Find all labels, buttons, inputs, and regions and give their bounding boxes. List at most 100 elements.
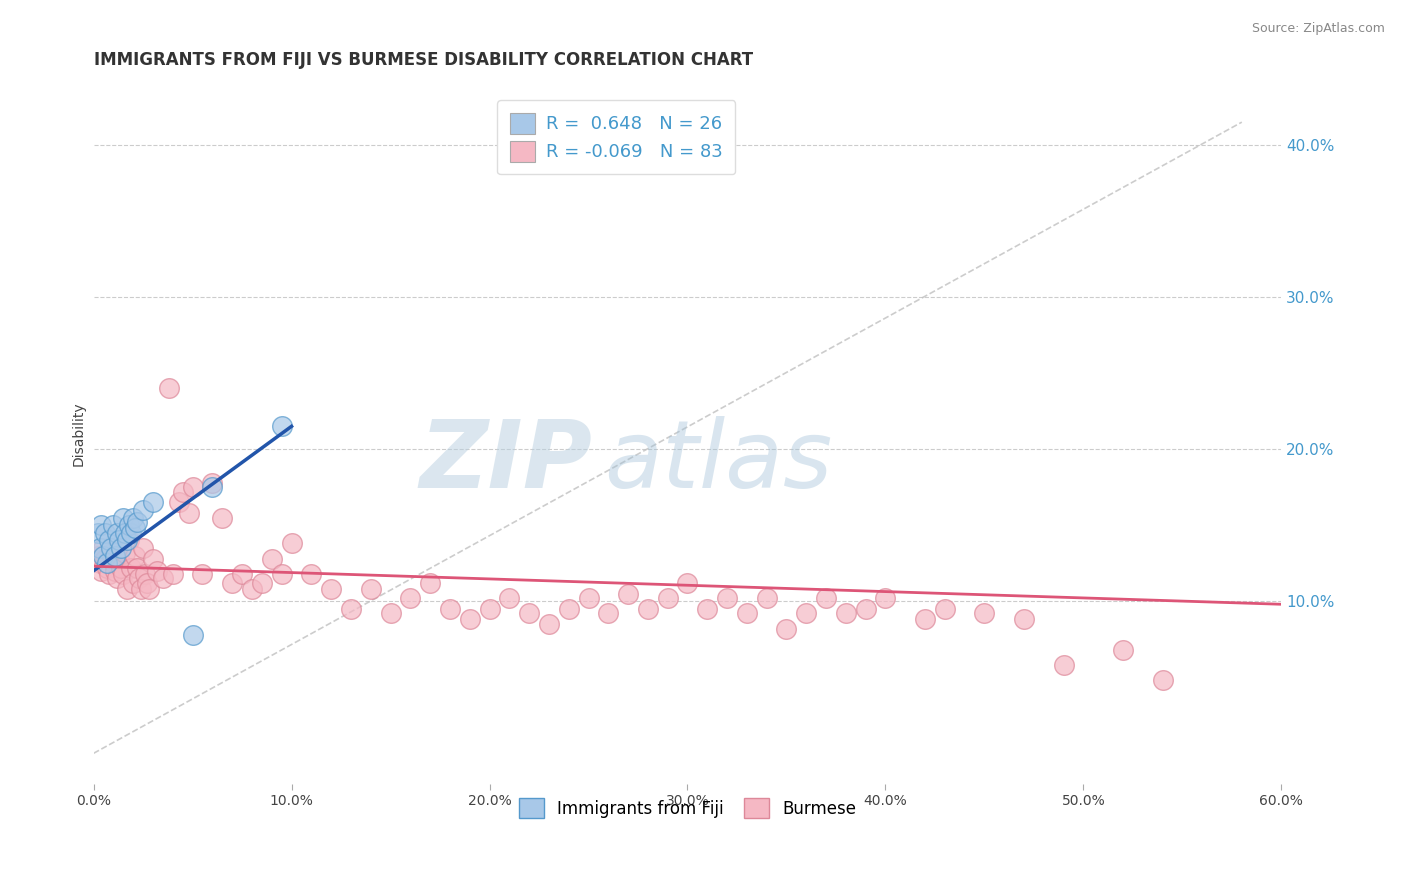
Point bbox=[250, 576, 273, 591]
Point bbox=[105, 571, 128, 585]
Point bbox=[875, 591, 897, 606]
Point bbox=[280, 536, 302, 550]
Point bbox=[172, 484, 194, 499]
Point bbox=[1112, 643, 1135, 657]
Point bbox=[181, 480, 204, 494]
Point bbox=[537, 617, 560, 632]
Text: ZIP: ZIP bbox=[419, 416, 592, 508]
Point bbox=[98, 566, 121, 581]
Point bbox=[128, 571, 150, 585]
Y-axis label: Disability: Disability bbox=[72, 401, 86, 467]
Text: IMMIGRANTS FROM FIJI VS BURMESE DISABILITY CORRELATION CHART: IMMIGRANTS FROM FIJI VS BURMESE DISABILI… bbox=[94, 51, 752, 69]
Point bbox=[934, 602, 956, 616]
Point bbox=[676, 576, 699, 591]
Point bbox=[100, 541, 122, 555]
Point bbox=[112, 510, 135, 524]
Point bbox=[557, 602, 579, 616]
Point bbox=[973, 607, 995, 621]
Point bbox=[340, 602, 363, 616]
Point bbox=[270, 566, 292, 581]
Point bbox=[136, 576, 159, 591]
Point bbox=[120, 525, 142, 540]
Point bbox=[221, 576, 243, 591]
Point bbox=[115, 533, 138, 548]
Text: atlas: atlas bbox=[605, 417, 832, 508]
Point bbox=[112, 566, 135, 581]
Point bbox=[439, 602, 461, 616]
Point bbox=[86, 525, 108, 540]
Point bbox=[103, 518, 125, 533]
Point bbox=[835, 607, 858, 621]
Point bbox=[1012, 612, 1035, 626]
Point bbox=[90, 518, 112, 533]
Point bbox=[617, 586, 640, 600]
Point bbox=[100, 545, 122, 559]
Point bbox=[478, 602, 501, 616]
Point bbox=[794, 607, 817, 621]
Point bbox=[142, 495, 165, 509]
Point bbox=[517, 607, 540, 621]
Point bbox=[103, 555, 125, 569]
Point bbox=[231, 566, 253, 581]
Point bbox=[637, 602, 659, 616]
Point bbox=[696, 602, 718, 616]
Point bbox=[122, 510, 145, 524]
Point bbox=[240, 582, 263, 596]
Point bbox=[93, 549, 115, 563]
Point bbox=[129, 582, 152, 596]
Point bbox=[157, 381, 180, 395]
Point bbox=[118, 533, 141, 548]
Point bbox=[855, 602, 877, 616]
Point bbox=[498, 591, 520, 606]
Point bbox=[142, 551, 165, 566]
Point bbox=[177, 506, 200, 520]
Legend: Immigrants from Fiji, Burmese: Immigrants from Fiji, Burmese bbox=[512, 792, 863, 824]
Point bbox=[578, 591, 600, 606]
Point bbox=[108, 551, 131, 566]
Point bbox=[98, 533, 121, 548]
Point bbox=[1152, 673, 1174, 688]
Point bbox=[110, 561, 132, 575]
Point bbox=[201, 480, 224, 494]
Point bbox=[115, 582, 138, 596]
Point bbox=[162, 566, 184, 581]
Point bbox=[815, 591, 838, 606]
Point bbox=[146, 564, 169, 578]
Point bbox=[914, 612, 936, 626]
Point bbox=[134, 566, 156, 581]
Point bbox=[598, 607, 620, 621]
Point bbox=[181, 628, 204, 642]
Point bbox=[132, 503, 155, 517]
Point bbox=[93, 541, 115, 555]
Point bbox=[152, 571, 174, 585]
Point bbox=[108, 533, 131, 548]
Point bbox=[127, 515, 149, 529]
Point bbox=[89, 556, 111, 570]
Point bbox=[380, 607, 402, 621]
Point bbox=[118, 518, 141, 533]
Point bbox=[167, 495, 190, 509]
Text: Source: ZipAtlas.com: Source: ZipAtlas.com bbox=[1251, 22, 1385, 36]
Point bbox=[755, 591, 778, 606]
Point bbox=[104, 549, 127, 563]
Point bbox=[114, 545, 136, 559]
Point bbox=[120, 561, 142, 575]
Point bbox=[132, 541, 155, 555]
Point bbox=[270, 419, 292, 434]
Point bbox=[360, 582, 382, 596]
Point bbox=[211, 510, 233, 524]
Point bbox=[114, 525, 136, 540]
Point bbox=[399, 591, 422, 606]
Point bbox=[104, 564, 127, 578]
Point bbox=[191, 566, 214, 581]
Point bbox=[122, 576, 145, 591]
Point bbox=[419, 576, 441, 591]
Point bbox=[124, 549, 146, 563]
Point bbox=[124, 521, 146, 535]
Point bbox=[96, 561, 118, 575]
Point bbox=[90, 564, 112, 578]
Point bbox=[138, 582, 160, 596]
Point bbox=[94, 525, 117, 540]
Point bbox=[1052, 658, 1074, 673]
Point bbox=[775, 622, 797, 636]
